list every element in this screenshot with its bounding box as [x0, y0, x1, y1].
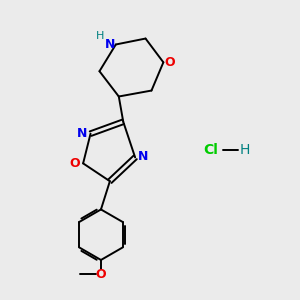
Text: Cl: Cl [203, 143, 218, 157]
Text: O: O [70, 158, 80, 170]
Text: N: N [105, 38, 116, 51]
Text: N: N [77, 127, 88, 140]
Text: N: N [138, 150, 148, 163]
Text: O: O [165, 56, 175, 69]
Text: H: H [240, 143, 250, 157]
Text: H: H [96, 31, 105, 40]
Text: O: O [96, 268, 106, 281]
